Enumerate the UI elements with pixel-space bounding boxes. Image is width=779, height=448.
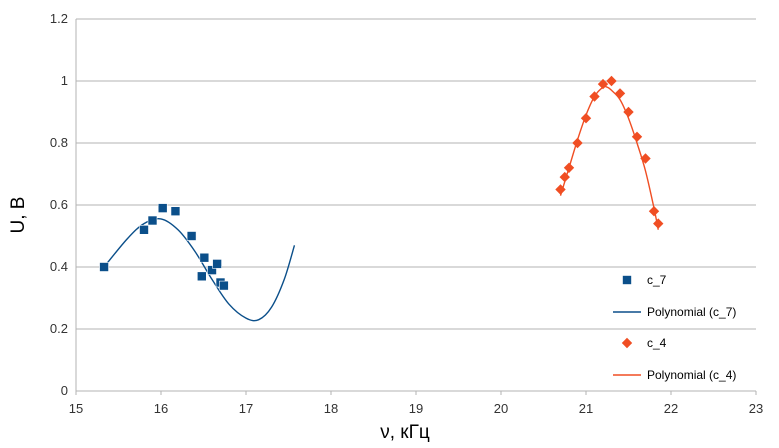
c7-point — [147, 215, 158, 226]
legend-label: Polynomial (c_4) — [647, 368, 736, 382]
x-tick-label: 19 — [409, 401, 423, 416]
legend: c_7 Polynomial (c_7) c_4 Polynomial (c_4) — [613, 273, 736, 382]
axes — [75, 19, 757, 395]
c4-point — [559, 171, 570, 183]
y-tick-label: 1 — [61, 73, 68, 88]
c7-point — [139, 225, 149, 235]
x-tick-label: 16 — [154, 401, 168, 416]
c7-point — [99, 262, 109, 272]
legend-label: c_7 — [647, 273, 667, 287]
c4-point — [580, 113, 592, 124]
x-tick-label: 15 — [69, 401, 83, 416]
c7-point — [219, 280, 229, 291]
x-tick-label: 18 — [324, 401, 338, 416]
x-axis-title: ν, кГц — [380, 422, 430, 443]
x-tick-label: 17 — [239, 401, 253, 416]
legend-label: c_4 — [647, 336, 667, 350]
trendline-c7 — [103, 218, 296, 322]
c4-point — [640, 153, 651, 164]
legend-marker — [622, 275, 632, 285]
trendline-c4 — [559, 85, 659, 230]
c7-point — [157, 203, 168, 213]
c4-point — [597, 78, 609, 90]
y-tick-labels: 0 0.2 0.4 0.6 0.8 1 1.2 — [50, 11, 68, 398]
x-tick-label: 20 — [494, 401, 508, 416]
c4-point — [606, 75, 617, 87]
c4-point — [563, 162, 575, 173]
x-tick-label: 22 — [664, 401, 678, 416]
y-tick-label: 1.2 — [50, 11, 68, 26]
c7-point — [170, 206, 181, 216]
c4-point — [648, 206, 660, 217]
c7-point — [186, 231, 197, 241]
y-tick-label: 0.4 — [50, 259, 68, 274]
legend-marker — [621, 337, 633, 349]
y-axis-title: U, В — [8, 197, 29, 234]
c4-point — [614, 88, 626, 99]
c4-point — [623, 106, 634, 118]
x-tick-label: 23 — [749, 401, 763, 416]
c4-point — [589, 91, 600, 102]
y-tick-label: 0.2 — [50, 321, 68, 336]
c4-point — [555, 184, 566, 195]
y-tick-label: 0.6 — [50, 197, 68, 212]
c7-point — [197, 271, 207, 282]
data-points — [99, 75, 664, 291]
legend-label: Polynomial (c_7) — [647, 305, 736, 319]
c4-point — [572, 137, 583, 149]
x-tick-labels: 15 16 17 18 19 20 21 22 23 — [69, 401, 763, 416]
x-tick-label: 21 — [579, 401, 593, 416]
c7-point — [199, 252, 210, 263]
gridlines — [76, 18, 756, 330]
c7-point — [212, 259, 222, 269]
trendlines — [103, 85, 659, 322]
c4-point — [631, 131, 643, 142]
y-tick-label: 0.8 — [50, 135, 68, 150]
c4-point — [653, 218, 664, 229]
y-tick-label: 0 — [61, 383, 68, 398]
c7-point — [207, 265, 217, 275]
